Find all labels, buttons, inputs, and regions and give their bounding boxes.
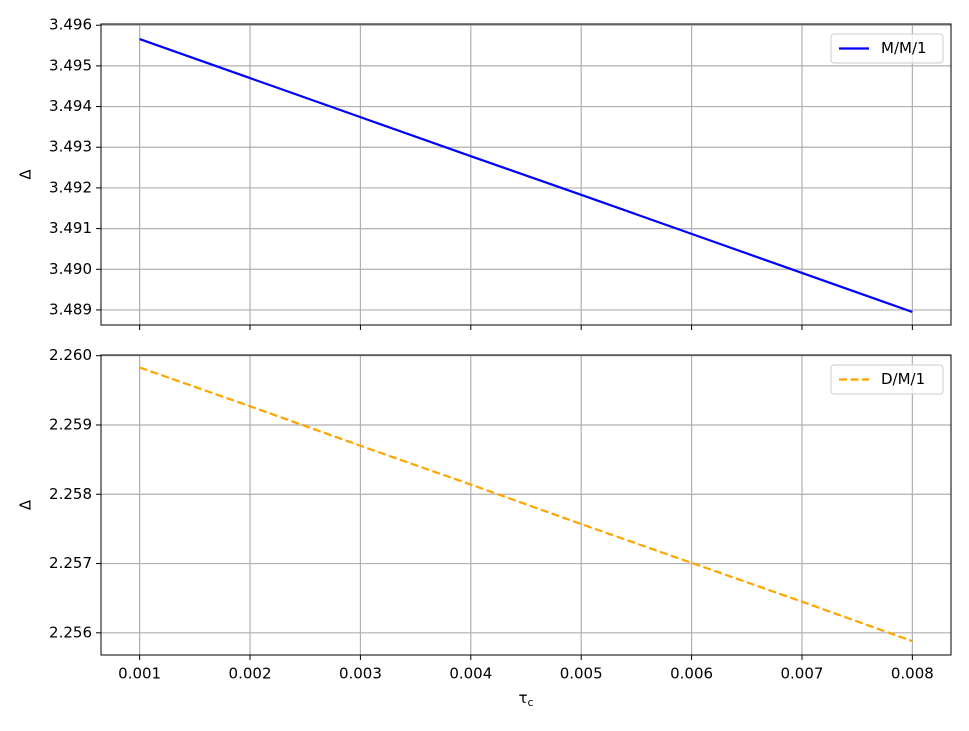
y-tick-label: 3.491 [49,219,92,237]
x-tick-label: 0.008 [891,665,934,683]
legend-label: D/M/1 [881,370,925,388]
legend-box [830,364,944,395]
axes-frame [100,23,952,326]
data-line [139,38,913,314]
x-tick-label: 0.007 [780,665,823,683]
y-tick-label: 2.258 [49,485,92,503]
y-tick-label: 2.259 [49,415,92,433]
y-tick-label: 2.260 [49,346,92,364]
y-tick-label: 3.490 [49,260,92,278]
y-axis-label: Δ [17,169,35,180]
x-label-sub: c [527,696,533,709]
legend-label: M/M/1 [881,39,927,57]
y-tick-label: 2.256 [49,623,92,641]
x-tick-label: 0.003 [339,665,382,683]
y-tick-label: 3.489 [49,300,92,318]
y-axis-label: Δ [17,499,35,510]
x-tick-label: 0.002 [229,665,272,683]
data-line [139,366,913,643]
x-tick-label: 0.005 [560,665,603,683]
axes-frame [100,354,952,656]
x-tick-label: 0.001 [118,665,161,683]
x-tick-label: 0.006 [670,665,713,683]
y-tick-label: 3.494 [49,97,92,115]
y-tick-label: 2.257 [49,554,92,572]
y-tick-label: 3.492 [49,178,92,196]
y-tick-label: 3.496 [49,16,92,34]
y-tick-label: 3.495 [49,56,92,74]
x-tick-label: 0.004 [449,665,492,683]
y-tick-label: 3.493 [49,138,92,156]
legend-box [830,33,944,64]
x-axis-label: τc [518,689,533,710]
x-label-base: τ [518,689,527,707]
